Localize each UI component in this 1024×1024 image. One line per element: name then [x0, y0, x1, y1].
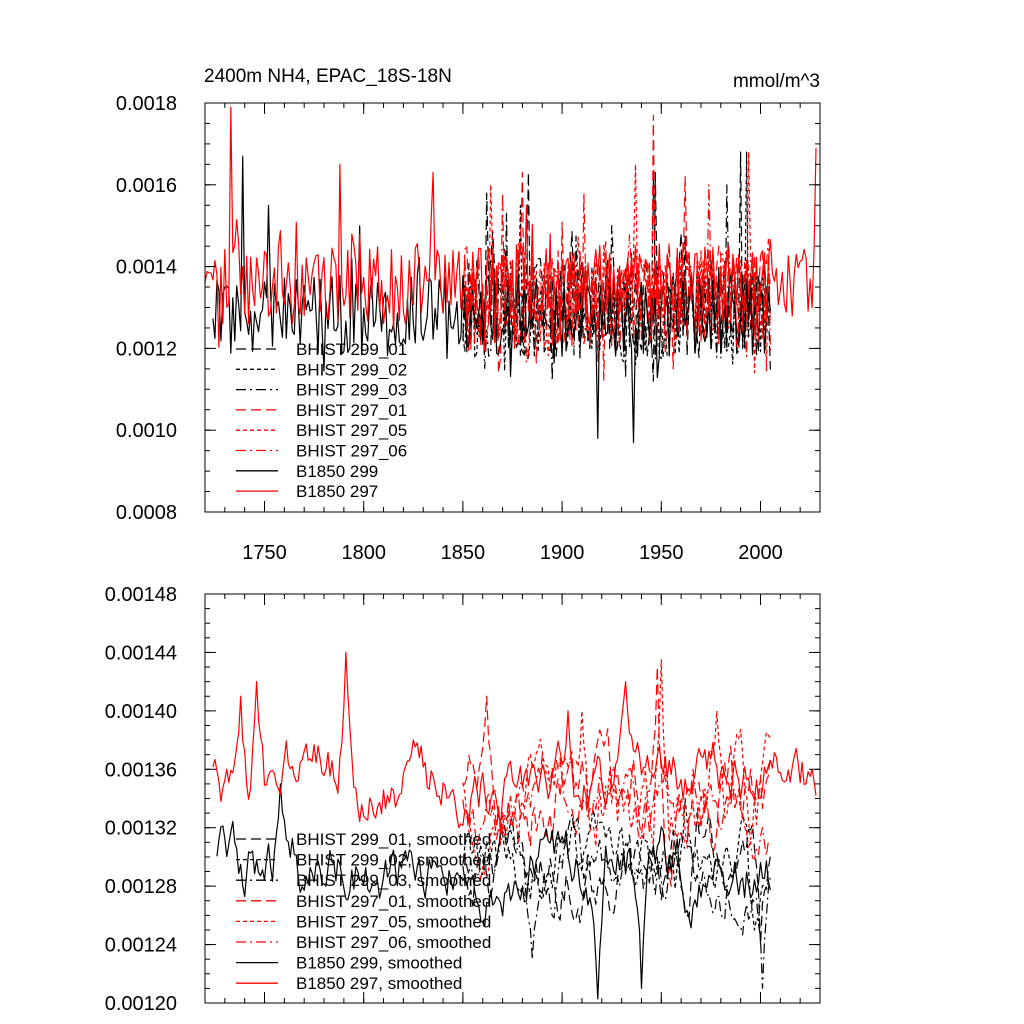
series-line-b1850-297 [204, 106, 817, 348]
legend-label: B1850 299, smoothed [296, 954, 462, 973]
y-tick-label: 0.00144 [105, 642, 177, 664]
y-tick-label: 0.00132 [105, 818, 177, 840]
x-tick-label: 1950 [639, 542, 684, 564]
legend-label: BHIST 297_05, smoothed [296, 912, 491, 931]
series-line-b1850-299 [212, 155, 771, 444]
y-tick-label: 0.00148 [105, 584, 177, 606]
y-tick-label: 0.0016 [116, 175, 177, 197]
series-line-bhist-299-02-smoothed [462, 797, 771, 931]
x-tick-label: 1750 [242, 542, 287, 564]
legend-label: BHIST 299_03, smoothed [296, 871, 491, 890]
x-tick-label: 1800 [341, 542, 386, 564]
y-tick-label: 0.0018 [116, 93, 177, 115]
legend-label: BHIST 297_05 [296, 421, 407, 440]
series-line-bhist-299-01 [462, 151, 771, 382]
x-tick-label: 1850 [441, 542, 486, 564]
legend-label: BHIST 299_01, smoothed [296, 830, 491, 849]
series-line-bhist-297-06-smoothed [462, 754, 771, 860]
series-line-bhist-299-03-smoothed [462, 813, 771, 990]
legend-label: BHIST 299_02, smoothed [296, 851, 491, 870]
legend-label: BHIST 299_01 [296, 340, 407, 359]
y-tick-label: 0.00124 [105, 935, 177, 957]
y-tick-label: 0.0010 [116, 420, 177, 442]
legend-label: BHIST 299_03 [296, 381, 407, 400]
legend-label: BHIST 297_06, smoothed [296, 933, 491, 952]
y-tick-label: 0.0008 [116, 502, 177, 524]
legend-label: BHIST 297_01, smoothed [296, 892, 491, 911]
top-panel-title: 2400m NH4, EPAC_18S-18N [204, 66, 452, 87]
top-panel-units: mmol/m^3 [733, 71, 820, 92]
y-tick-label: 0.0012 [116, 338, 177, 360]
series-line-b1850-297-smoothed [212, 651, 817, 829]
legend-label: BHIST 297_01 [296, 401, 407, 420]
x-tick-label: 2000 [738, 542, 783, 564]
y-tick-label: 0.00128 [105, 876, 177, 898]
top-panel: 2400m NH4, EPAC_18S-18N mmol/m^3 0.0008 0… [116, 66, 821, 564]
y-tick-label: 0.0014 [116, 257, 177, 279]
y-tick-label: 0.00140 [105, 701, 177, 723]
legend-label: BHIST 297_06 [296, 442, 407, 461]
series-line-b1850-299-smoothed [216, 783, 771, 1000]
legend-label: B1850 297, smoothed [296, 974, 462, 993]
y-tick-label: 0.00120 [105, 993, 177, 1015]
legend-label: B1850 297 [296, 482, 378, 501]
legend-label: B1850 299 [296, 462, 378, 481]
legend-label: BHIST 299_02 [296, 360, 407, 379]
y-tick-label: 0.00136 [105, 759, 177, 781]
x-tick-label: 1900 [540, 542, 585, 564]
bottom-panel: 0.00120 0.00124 0.00128 0.00132 0.00136 0.001… [105, 584, 821, 1015]
series-line-bhist-299-01-smoothed [462, 812, 771, 946]
series-line-bhist-297-01 [462, 114, 771, 374]
